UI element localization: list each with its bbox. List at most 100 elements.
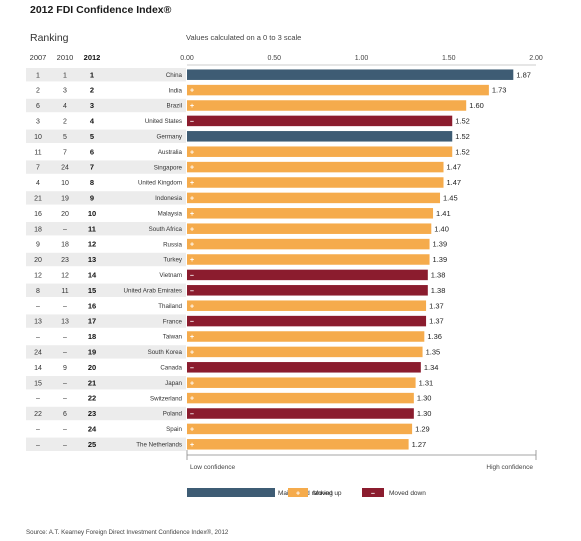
country-label: Switzerland xyxy=(150,395,183,402)
rank-2010: 19 xyxy=(61,196,69,203)
rank-2012: 12 xyxy=(88,240,96,249)
bar-status-symbol: – xyxy=(190,119,194,126)
table-row: 4 10 8 United Kingdom +1.47 xyxy=(36,177,461,188)
table-row: 21 19 9 Indonesia +1.45 xyxy=(26,191,458,205)
row-shade xyxy=(26,191,186,205)
rank-2007: 11 xyxy=(34,149,41,156)
high-confidence-label: High confidence xyxy=(486,464,533,471)
rank-2012: 7 xyxy=(90,163,94,172)
country-label: Indonesia xyxy=(155,195,182,202)
rank-2010: 5 xyxy=(63,134,67,141)
rank-2007: 3 xyxy=(36,119,40,126)
rank-2012: 16 xyxy=(88,301,96,310)
legend: Maintained ranking + Moved up – Moved do… xyxy=(187,488,426,498)
value-label: 1.39 xyxy=(433,240,448,249)
row-shade xyxy=(26,437,186,451)
table-row: 14 9 20 Canada – 1.34 xyxy=(34,362,438,373)
value-label: 1.52 xyxy=(455,147,470,156)
country-label: Vietnam xyxy=(159,272,182,279)
rank-2010: – xyxy=(63,380,67,387)
rank-2010: 6 xyxy=(63,411,67,418)
bar xyxy=(187,423,413,435)
bar-status-symbol: + xyxy=(190,242,194,249)
value-label: 1.34 xyxy=(424,363,439,372)
country-label: Malaysia xyxy=(158,211,183,218)
rank-2010: – xyxy=(63,442,67,449)
value-label: 1.87 xyxy=(516,70,531,79)
bar-status-symbol: + xyxy=(190,226,194,233)
rank-2007: 7 xyxy=(36,165,40,172)
table-row: 10 5 5 Germany 1.52 xyxy=(26,129,470,143)
bar-status-symbol: + xyxy=(190,380,194,387)
country-label: Japan xyxy=(165,380,182,387)
rank-2010: 7 xyxy=(63,149,67,156)
legend-label-up: Moved up xyxy=(313,490,342,497)
row-shade xyxy=(26,129,186,143)
table-row: – – 25 The Netherlands +1.27 xyxy=(26,437,426,451)
bar xyxy=(187,315,427,327)
rank-2010: 10 xyxy=(61,180,69,187)
rank-2012: 3 xyxy=(90,101,94,110)
rank-2010: 1 xyxy=(63,72,67,79)
value-label: 1.35 xyxy=(426,348,441,357)
bar-status-symbol: + xyxy=(190,350,194,357)
rank-2010: – xyxy=(63,226,67,233)
rank-2012: 18 xyxy=(88,332,96,341)
legend-swatch-maintained xyxy=(187,488,275,497)
table-row: – – 16 Thailand +1.37 xyxy=(36,300,444,311)
rank-2007: 20 xyxy=(34,257,42,264)
rank-2007: 13 xyxy=(34,319,42,326)
rank-2012: 22 xyxy=(88,394,96,403)
row-shade xyxy=(26,376,186,390)
bar-status-symbol: + xyxy=(190,196,194,203)
bar-status-symbol: + xyxy=(190,396,194,403)
value-label: 1.45 xyxy=(443,194,458,203)
bar xyxy=(187,69,514,80)
bar xyxy=(187,115,453,127)
bar xyxy=(187,300,427,311)
legend-symbol-up: + xyxy=(296,491,300,498)
rank-2010: 9 xyxy=(63,365,67,372)
rank-2012: 13 xyxy=(88,255,96,264)
bar-status-symbol: + xyxy=(190,303,194,310)
row-shade xyxy=(26,68,186,82)
row-shade xyxy=(26,252,186,267)
rank-2007: 14 xyxy=(34,365,42,372)
rank-2010: 12 xyxy=(61,273,69,280)
bar-status-symbol: – xyxy=(190,411,194,418)
rank-2007: – xyxy=(36,427,40,434)
rank-2007: – xyxy=(36,334,40,341)
rank-2007: 1 xyxy=(36,72,40,79)
bar xyxy=(187,408,414,419)
country-label: Poland xyxy=(163,411,183,418)
rank-2007: 4 xyxy=(36,180,40,187)
bar xyxy=(187,392,414,404)
country-label: Germany xyxy=(157,134,183,141)
table-row: 20 23 13 Turkey +1.39 xyxy=(26,252,448,267)
source-note: Source: A.T. Kearney Foreign Direct Inve… xyxy=(26,529,229,536)
rank-2012: 9 xyxy=(90,194,94,203)
country-label: Russia xyxy=(163,241,182,248)
rank-2012: 14 xyxy=(88,271,97,280)
rank-2012: 21 xyxy=(88,378,96,387)
rank-2012: 10 xyxy=(88,209,96,218)
legend-symbol-down: – xyxy=(371,491,375,498)
value-label: 1.39 xyxy=(433,255,448,264)
rank-2010: – xyxy=(63,396,67,403)
bar-status-symbol: + xyxy=(190,257,194,264)
bar-status-symbol: + xyxy=(190,149,194,156)
rank-2012: 15 xyxy=(88,286,96,295)
bar-status-symbol: + xyxy=(190,180,194,187)
bar-status-symbol: – xyxy=(190,365,194,372)
value-label: 1.41 xyxy=(436,209,451,218)
rank-2007: 9 xyxy=(36,242,40,249)
bar-status-symbol: + xyxy=(190,165,194,172)
rank-2010: 2 xyxy=(63,119,67,126)
rank-2007: – xyxy=(36,303,40,310)
country-label: The Netherlands xyxy=(136,442,182,449)
x-axis-ticks: 0.00 0.50 1.00 1.50 2.00 xyxy=(180,55,543,66)
bar xyxy=(187,84,489,96)
scale-note: Values calculated on a 0 to 3 scale xyxy=(186,33,301,42)
year-header-2010: 2010 xyxy=(57,53,74,62)
